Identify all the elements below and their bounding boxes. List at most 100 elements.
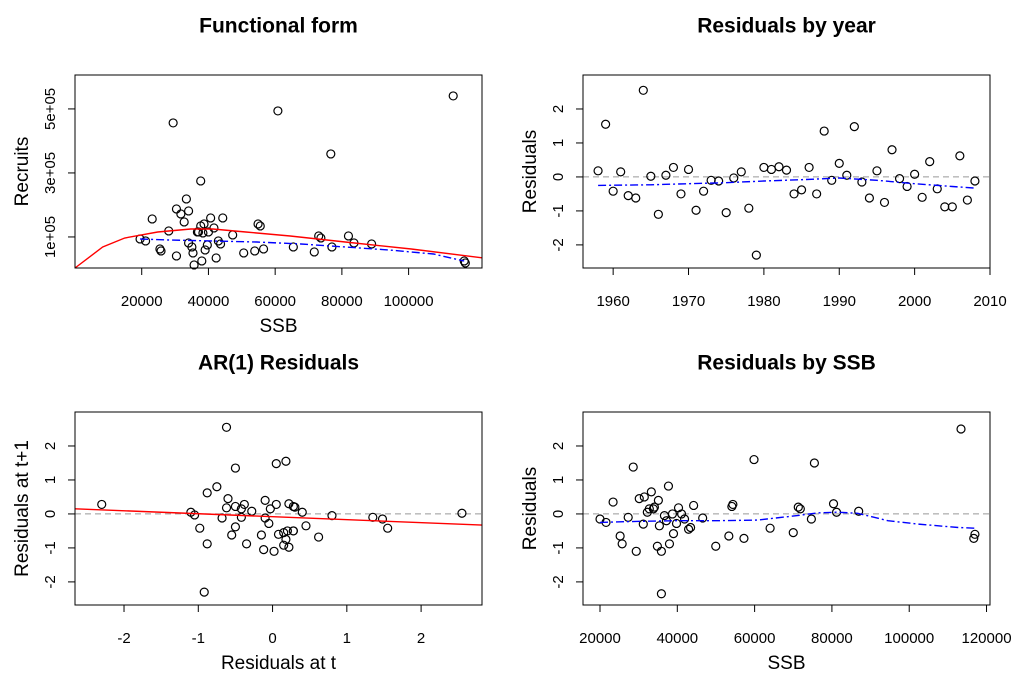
data-point	[812, 189, 822, 199]
x-tick-label: 2	[417, 630, 425, 647]
data-point	[788, 528, 798, 538]
y-tick-label: -1	[550, 204, 567, 217]
data-point	[221, 503, 232, 513]
data-point	[879, 197, 890, 208]
data-point	[796, 185, 807, 195]
data-point	[721, 208, 731, 218]
data-point	[668, 529, 679, 539]
data-point	[282, 526, 293, 536]
data-point	[691, 205, 701, 215]
data-point	[676, 509, 687, 519]
data-point	[774, 162, 784, 172]
y-tick-label: 0	[42, 510, 59, 518]
data-point	[197, 256, 207, 266]
data-point	[250, 246, 260, 256]
y-tick-label: -1	[550, 541, 567, 554]
data-point	[940, 202, 950, 212]
x-tick-label: 1960	[596, 293, 629, 310]
y-tick-label: -2	[550, 575, 567, 588]
y-tick-label: 1e+05	[42, 216, 59, 258]
data-point	[661, 170, 671, 180]
panel-title: Residuals by year	[697, 15, 876, 38]
data-point	[187, 242, 197, 252]
data-point	[258, 244, 269, 254]
x-tick-label: 100000	[384, 293, 434, 310]
x-tick-label: 40000	[188, 293, 230, 310]
data-point	[653, 209, 663, 219]
x-tick-label: 1970	[672, 293, 705, 310]
x-tick-label: -1	[192, 630, 205, 647]
data-point	[766, 164, 777, 175]
data-point	[638, 85, 648, 95]
data-point	[698, 513, 708, 523]
plot-box	[74, 411, 483, 606]
data-point	[623, 512, 633, 522]
fitted-line	[74, 228, 483, 269]
data-point	[228, 230, 238, 240]
y-tick-label: 5e+05	[42, 88, 59, 130]
x-tick-label: 1	[343, 630, 351, 647]
data-point	[685, 522, 696, 533]
data-point	[269, 546, 279, 556]
data-point	[608, 186, 618, 196]
data-point	[659, 511, 670, 521]
data-point	[623, 191, 633, 201]
x-tick-label: 2000	[898, 293, 931, 310]
data-point	[925, 157, 935, 167]
data-point	[196, 176, 206, 186]
data-point	[634, 494, 644, 504]
data-point	[947, 202, 957, 212]
data-point	[849, 122, 859, 132]
data-point	[854, 506, 864, 516]
y-axis-label: Residuals	[520, 467, 541, 550]
x-tick-label: 60000	[254, 293, 296, 310]
data-point	[656, 589, 667, 599]
data-point	[156, 246, 166, 256]
data-point	[97, 499, 107, 510]
data-point	[683, 164, 694, 175]
plot-box	[582, 411, 991, 606]
data-point	[729, 173, 739, 183]
data-point	[806, 514, 816, 524]
x-axis-label: Residuals at t	[221, 653, 337, 674]
data-point	[279, 540, 289, 550]
data-point	[671, 518, 682, 529]
data-point	[648, 504, 658, 514]
data-point	[460, 258, 470, 268]
data-point	[288, 526, 298, 536]
data-point	[309, 247, 319, 257]
data-point	[183, 206, 194, 216]
data-point	[168, 118, 178, 128]
data-point	[189, 510, 200, 520]
data-point	[273, 529, 284, 539]
y-tick-label: 0	[550, 510, 567, 518]
data-point	[255, 221, 265, 231]
data-point	[795, 504, 805, 514]
data-point	[698, 186, 709, 196]
data-point	[628, 462, 638, 472]
data-point	[260, 495, 270, 505]
data-point	[271, 459, 281, 469]
data-point	[326, 149, 336, 159]
data-point	[202, 539, 212, 549]
data-point	[383, 523, 393, 533]
data-point	[199, 219, 209, 229]
data-point	[259, 545, 269, 555]
fitted-line	[74, 508, 483, 526]
data-point	[227, 530, 237, 540]
data-point	[459, 256, 469, 266]
data-point	[147, 214, 157, 224]
data-point	[209, 223, 219, 233]
data-point	[202, 240, 212, 250]
x-tick-label: 60000	[734, 630, 776, 647]
x-tick-label: 20000	[121, 293, 163, 310]
data-point	[155, 244, 165, 254]
x-tick-label: 2010	[973, 293, 1006, 310]
data-point	[683, 524, 694, 534]
data-point	[239, 499, 249, 510]
data-point	[223, 494, 233, 504]
data-point	[188, 248, 198, 258]
data-point	[221, 422, 232, 432]
